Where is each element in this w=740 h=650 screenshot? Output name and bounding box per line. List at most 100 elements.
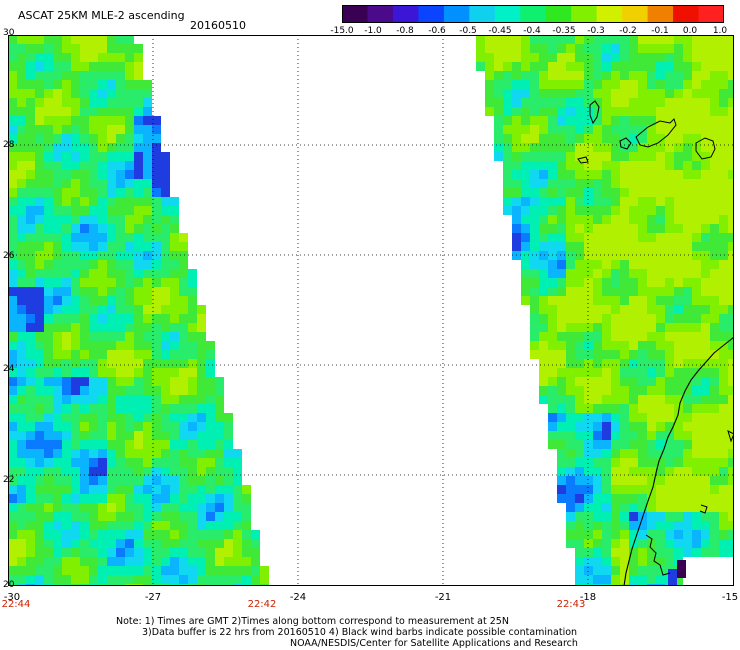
swath-cell xyxy=(44,521,53,530)
swath-cell xyxy=(26,413,35,422)
swath-cell xyxy=(593,557,602,566)
swath-cell xyxy=(566,197,575,206)
swath-cell xyxy=(656,395,665,404)
swath-cell xyxy=(44,260,53,269)
swath-cell xyxy=(170,395,179,404)
swath-cell xyxy=(539,134,548,143)
swath-cell xyxy=(26,242,35,251)
swath-cell xyxy=(503,116,512,125)
swath-cell xyxy=(584,521,593,530)
swath-cell xyxy=(80,197,89,206)
swath-cell xyxy=(116,116,125,125)
swath-cell xyxy=(107,539,116,548)
swath-cell xyxy=(638,179,647,188)
swath-cell xyxy=(17,35,26,44)
swath-cell xyxy=(35,287,44,296)
swath-cell xyxy=(116,440,125,449)
swath-cell xyxy=(575,44,584,53)
swath-cell xyxy=(89,251,98,260)
swath-cell xyxy=(26,440,35,449)
swath-cell xyxy=(116,242,125,251)
swath-cell xyxy=(161,368,170,377)
swath-cell xyxy=(89,116,98,125)
swath-cell xyxy=(224,485,233,494)
swath-cell xyxy=(17,413,26,422)
swath-cell xyxy=(71,179,80,188)
swath-cell xyxy=(647,503,656,512)
swath-cell xyxy=(539,197,548,206)
swath-cell xyxy=(197,404,206,413)
swath-cell xyxy=(566,368,575,377)
swath-cell xyxy=(647,539,656,548)
swath-cell xyxy=(656,413,665,422)
lon-label: -30 xyxy=(3,592,21,603)
swath-cell xyxy=(107,368,116,377)
swath-cell xyxy=(143,134,152,143)
swath-cell xyxy=(638,62,647,71)
swath-cell xyxy=(629,305,638,314)
swath-cell xyxy=(98,98,107,107)
swath-cell xyxy=(629,215,638,224)
swath-cell xyxy=(89,125,98,134)
swath-cell xyxy=(8,251,17,260)
swath-cell xyxy=(8,314,17,323)
swath-cell xyxy=(125,314,134,323)
swath-cell xyxy=(485,89,494,98)
swath-cell xyxy=(44,359,53,368)
swath-cell xyxy=(719,512,728,521)
swath-cell xyxy=(53,485,62,494)
swath-cell xyxy=(629,170,638,179)
swath-cell xyxy=(728,170,734,179)
swath-cell xyxy=(89,467,98,476)
swath-cell xyxy=(683,125,692,134)
swath-cell xyxy=(575,476,584,485)
swath-cell xyxy=(125,206,134,215)
swath-cell xyxy=(116,251,125,260)
swath-cell xyxy=(674,512,683,521)
swath-cell xyxy=(8,404,17,413)
swath-cell xyxy=(44,98,53,107)
swath-cell xyxy=(602,530,611,539)
swath-cell xyxy=(701,296,710,305)
swath-cell xyxy=(602,71,611,80)
swath-cell xyxy=(557,341,566,350)
swath-cell xyxy=(539,206,548,215)
swath-cell xyxy=(728,485,734,494)
swath-cell xyxy=(251,566,260,575)
swath-cell xyxy=(188,431,197,440)
swath-cell xyxy=(53,449,62,458)
swath-cell xyxy=(638,152,647,161)
swath-cell xyxy=(35,413,44,422)
swath-cell xyxy=(668,569,677,578)
swath-cell xyxy=(710,170,719,179)
swath-cell xyxy=(692,431,701,440)
swath-cell xyxy=(566,386,575,395)
swath-cell xyxy=(62,449,71,458)
swath-cell xyxy=(656,485,665,494)
swath-cell xyxy=(521,116,530,125)
swath-cell xyxy=(89,503,98,512)
swath-cell xyxy=(728,44,734,53)
swath-cell xyxy=(602,170,611,179)
swath-cell xyxy=(152,413,161,422)
swath-cell xyxy=(53,359,62,368)
swath-cell xyxy=(62,179,71,188)
swath-cell xyxy=(719,53,728,62)
swath-cell xyxy=(728,341,734,350)
swath-cell xyxy=(17,548,26,557)
swath-cell xyxy=(89,413,98,422)
swath-cell xyxy=(107,359,116,368)
swath-cell xyxy=(197,575,206,584)
swath-cell xyxy=(152,224,161,233)
swath-cell xyxy=(197,494,206,503)
swath-cell xyxy=(62,269,71,278)
swath-cell xyxy=(683,377,692,386)
swath-cell xyxy=(107,557,116,566)
swath-cell xyxy=(125,440,134,449)
swath-cell xyxy=(116,143,125,152)
swath-cell xyxy=(62,422,71,431)
swath-cell xyxy=(683,179,692,188)
swath-cell xyxy=(647,134,656,143)
swath-cell xyxy=(674,62,683,71)
swath-cell xyxy=(170,557,179,566)
